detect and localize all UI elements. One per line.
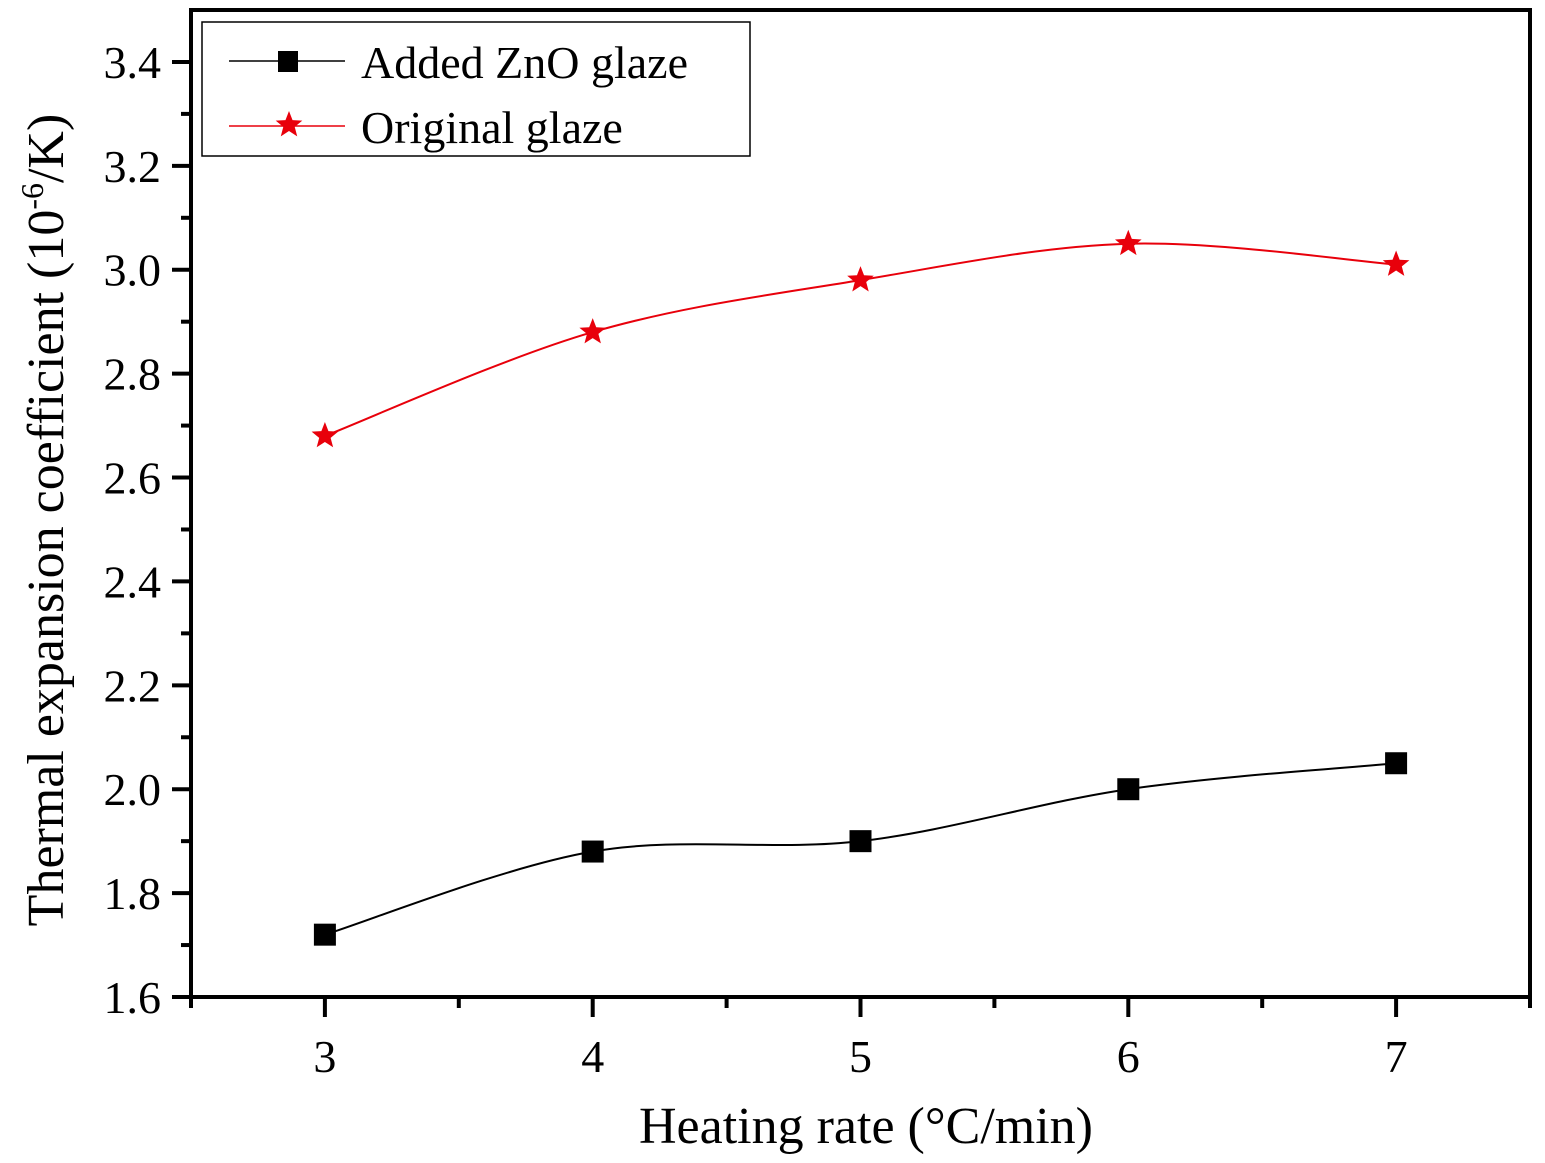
- y-axis-label-sup: -6: [14, 183, 50, 210]
- ticks: 1.6 1.8 2.0 2.2 2.4 2.6 2.8 3.0 3.2 3.4 3 4 5 6 7: [104, 37, 1532, 1082]
- y-tick-label: 2.6: [104, 453, 162, 504]
- legend-marker-star: [275, 111, 303, 137]
- y-tick-label: 2.4: [104, 556, 162, 607]
- x-tick-label: 4: [581, 1031, 604, 1082]
- y-tick-label: 1.8: [104, 868, 162, 919]
- series-added-zno-glaze: [313, 752, 1408, 946]
- x-tick-label: 3: [313, 1031, 336, 1082]
- y-tick-label: 3.4: [104, 37, 162, 88]
- x-axis-label: Heating rate (°C/min): [639, 1098, 1093, 1155]
- y-tick-label: 1.6: [104, 972, 162, 1023]
- data-point-star: [579, 318, 607, 344]
- x-tick-label: 5: [849, 1031, 872, 1082]
- y-tick-label: 2.8: [104, 349, 162, 400]
- x-tick-label: 6: [1117, 1031, 1140, 1082]
- series-original-glaze: [311, 229, 1410, 448]
- series-layer: [311, 229, 1410, 946]
- legend-label-original: Original glaze: [361, 102, 623, 153]
- legend: Added ZnO glaze Original glaze: [201, 21, 751, 157]
- data-point-square: [1385, 752, 1408, 775]
- data-point-square: [581, 840, 604, 863]
- legend-label-added-zno: Added ZnO glaze: [361, 37, 688, 88]
- data-point-star: [311, 421, 339, 448]
- data-point-star: [1114, 229, 1142, 256]
- legend-marker-square: [278, 51, 298, 72]
- data-point-square: [1117, 778, 1140, 801]
- data-point-star: [1382, 250, 1410, 276]
- data-point-square: [849, 830, 872, 853]
- data-point-square: [313, 923, 336, 946]
- data-point-star: [847, 266, 874, 292]
- x-tick-label: 7: [1385, 1031, 1408, 1082]
- y-axis-label-main: Thermal expansion coefficient (10: [18, 210, 75, 927]
- y-tick-label: 2.2: [104, 660, 162, 711]
- y-axis-label: Thermal expansion coefficient (10-6/K): [14, 114, 75, 927]
- y-axis-label-end: /K): [18, 114, 75, 183]
- y-tick-label: 3.0: [104, 245, 162, 296]
- y-tick-label: 3.2: [104, 141, 162, 192]
- y-tick-label: 2.0: [104, 764, 162, 815]
